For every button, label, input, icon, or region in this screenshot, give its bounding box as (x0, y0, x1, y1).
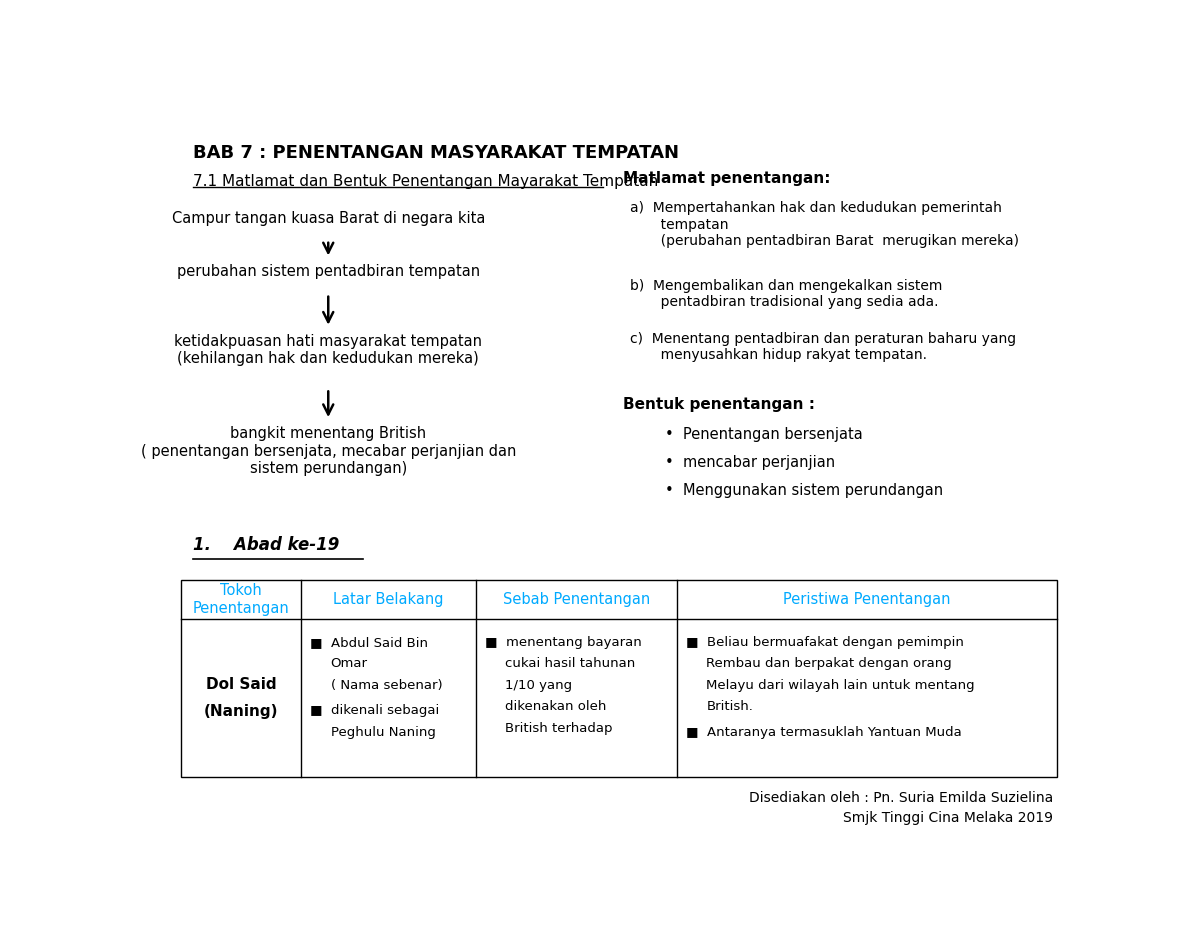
Text: •  Menggunakan sistem perundangan: • Menggunakan sistem perundangan (665, 483, 943, 498)
Text: Dol Said: Dol Said (205, 677, 276, 692)
Text: ■  Antaranya termasuklah Yantuan Muda: ■ Antaranya termasuklah Yantuan Muda (686, 726, 962, 739)
Text: 7.1 Matlamat dan Bentuk Penentangan Mayarakat Tempatan: 7.1 Matlamat dan Bentuk Penentangan Maya… (193, 174, 658, 189)
Text: ( Nama sebenar): ( Nama sebenar) (330, 679, 443, 692)
Text: bangkit menentang British
( penentangan bersenjata, mecabar perjanjian dan
siste: bangkit menentang British ( penentangan … (140, 426, 516, 476)
Text: 1/10 yang: 1/10 yang (505, 679, 572, 692)
Text: Rembau dan berpakat dengan orang: Rembau dan berpakat dengan orang (707, 657, 953, 670)
Text: Smjk Tinggi Cina Melaka 2019: Smjk Tinggi Cina Melaka 2019 (842, 811, 1052, 825)
Text: ■  Abdul Said Bin: ■ Abdul Said Bin (311, 636, 428, 649)
Text: Disediakan oleh : Pn. Suria Emilda Suzielina: Disediakan oleh : Pn. Suria Emilda Suzie… (749, 791, 1052, 806)
Text: 1.    Abad ke-19: 1. Abad ke-19 (193, 537, 340, 554)
Text: ■  Beliau bermuafakat dengan pemimpin: ■ Beliau bermuafakat dengan pemimpin (686, 636, 964, 649)
Text: Omar: Omar (330, 657, 367, 670)
Text: Melayu dari wilayah lain untuk mentang: Melayu dari wilayah lain untuk mentang (707, 679, 976, 692)
Text: Latar Belakang: Latar Belakang (334, 592, 444, 607)
Text: dikenakan oleh: dikenakan oleh (505, 700, 606, 713)
Text: ketidakpuasan hati masyarakat tempatan
(kehilangan hak dan kedudukan mereka): ketidakpuasan hati masyarakat tempatan (… (174, 334, 482, 366)
Text: Bentuk penentangan :: Bentuk penentangan : (623, 397, 815, 412)
Text: Sebab Penentangan: Sebab Penentangan (503, 592, 650, 607)
Text: c)  Menentang pentadbiran dan peraturan baharu yang
       menyusahkan hidup rak: c) Menentang pentadbiran dan peraturan b… (630, 332, 1016, 362)
Text: •  mencabar perjanjian: • mencabar perjanjian (665, 455, 835, 470)
Text: Peristiwa Penentangan: Peristiwa Penentangan (784, 592, 950, 607)
Text: BAB 7 : PENENTANGAN MASYARAKAT TEMPATAN: BAB 7 : PENENTANGAN MASYARAKAT TEMPATAN (193, 144, 679, 161)
Text: ■  menentang bayaran: ■ menentang bayaran (485, 636, 642, 649)
Text: Tokoh
Penentangan: Tokoh Penentangan (193, 583, 289, 616)
Text: •  Penentangan bersenjata: • Penentangan bersenjata (665, 427, 863, 442)
Text: British terhadap: British terhadap (505, 722, 612, 735)
Text: cukai hasil tahunan: cukai hasil tahunan (505, 657, 635, 670)
Text: ■  dikenali sebagai: ■ dikenali sebagai (311, 705, 439, 717)
Text: perubahan sistem pentadbiran tempatan: perubahan sistem pentadbiran tempatan (176, 264, 480, 279)
Text: British.: British. (707, 700, 754, 713)
Text: (Naning): (Naning) (204, 705, 278, 719)
Text: Campur tangan kuasa Barat di negara kita: Campur tangan kuasa Barat di negara kita (172, 210, 485, 225)
Text: b)  Mengembalikan dan mengekalkan sistem
       pentadbiran tradisional yang sed: b) Mengembalikan dan mengekalkan sistem … (630, 279, 943, 309)
Text: Matlamat penentangan:: Matlamat penentangan: (623, 171, 830, 185)
Text: Peghulu Naning: Peghulu Naning (330, 726, 436, 739)
Bar (181, 580, 1057, 778)
Text: a)  Mempertahankan hak dan kedudukan pemerintah
       tempatan
       (perubaha: a) Mempertahankan hak dan kedudukan peme… (630, 201, 1020, 248)
